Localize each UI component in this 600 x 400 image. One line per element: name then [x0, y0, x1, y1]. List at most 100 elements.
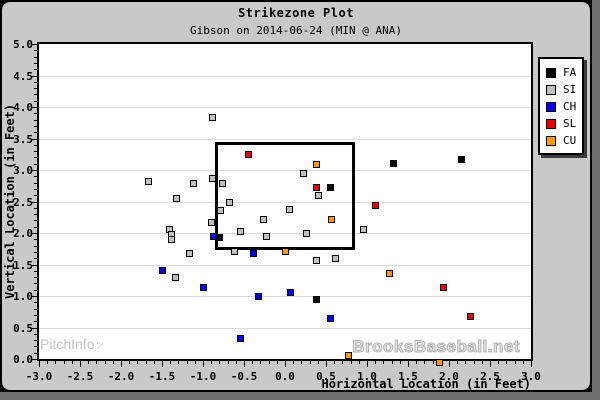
y-axis-tick-label: 0.0 — [13, 353, 33, 366]
data-point-SL — [244, 151, 252, 159]
y-axis-tick — [34, 220, 37, 222]
data-point-FA — [215, 233, 223, 241]
data-point-FA — [327, 183, 335, 191]
gridline — [39, 170, 531, 171]
x-axis-tick-label: -2.0 — [107, 370, 135, 383]
x-axis-tick — [104, 361, 106, 364]
chart-panel: Strikezone Plot Gibson on 2014-06-24 (MI… — [0, 0, 592, 392]
data-point-CU — [345, 352, 353, 360]
gridline — [39, 138, 531, 140]
gridline — [39, 264, 531, 266]
x-axis-tick — [522, 361, 524, 364]
y-axis-tick-label: 5.0 — [13, 38, 33, 51]
y-axis-tick — [34, 144, 37, 146]
data-point-FA — [389, 160, 397, 168]
data-point-SI — [332, 254, 340, 262]
y-axis-tick — [31, 75, 37, 77]
y-axis-tick — [34, 100, 37, 102]
data-point-CU — [328, 215, 336, 223]
data-point-CH — [255, 292, 263, 300]
x-axis-tick — [317, 361, 319, 364]
data-point-SI — [208, 114, 216, 122]
data-point-FA — [313, 296, 321, 304]
data-point-SI — [208, 175, 216, 183]
x-axis-tick — [276, 361, 278, 364]
x-axis-tick — [194, 361, 196, 364]
x-axis-tick — [211, 361, 213, 364]
x-axis-tick — [96, 361, 98, 364]
y-axis-tick — [34, 245, 37, 247]
x-axis-tick — [326, 361, 327, 367]
y-axis-tick — [34, 207, 37, 209]
x-axis-tick-label: 1.5 — [398, 370, 418, 383]
x-axis-tick — [63, 361, 65, 364]
x-axis-tick — [506, 361, 508, 364]
y-axis-tick — [34, 314, 37, 316]
data-point-SL — [466, 312, 474, 320]
legend-label: CH — [563, 100, 577, 113]
data-point-SI — [145, 178, 153, 186]
watermark-pitchinfo: PitchInfo″⁄ — [40, 336, 103, 352]
x-axis-tick — [424, 361, 426, 364]
y-axis-tick — [34, 340, 37, 342]
x-axis-tick-label: 0.0 — [275, 370, 295, 383]
x-axis-tick — [260, 361, 262, 364]
page-background-right — [592, 0, 600, 400]
x-axis-tick — [178, 361, 180, 364]
y-axis-tick — [34, 132, 37, 134]
x-axis-tick — [129, 361, 131, 364]
y-axis-tick — [34, 188, 37, 190]
data-point-SI — [237, 227, 245, 235]
y-axis-tick — [34, 214, 37, 216]
y-axis-tick — [34, 88, 37, 90]
y-axis-tick — [34, 239, 37, 241]
x-axis-tick — [145, 361, 147, 364]
x-axis-tick-label: 2.0 — [439, 370, 459, 383]
data-point-CH — [250, 250, 258, 258]
x-axis-tick — [47, 361, 49, 364]
x-axis-tick — [244, 361, 245, 367]
data-point-FA — [457, 155, 465, 163]
y-axis-title: Vertical Location (in Feet) — [3, 103, 17, 300]
data-point-SI — [189, 179, 197, 187]
gridline — [39, 296, 531, 297]
data-point-SI — [315, 192, 323, 200]
x-axis-tick — [383, 361, 385, 364]
x-axis-tick — [235, 361, 237, 364]
gridline — [39, 75, 531, 77]
data-point-SI — [186, 249, 194, 257]
chart-title: Strikezone Plot — [238, 6, 354, 20]
y-axis-tick-label: 1.5 — [13, 258, 33, 272]
x-axis-tick-label: 3.0 — [521, 370, 541, 383]
x-axis-tick — [227, 361, 229, 364]
x-axis-tick — [219, 361, 221, 364]
y-axis-tick — [34, 157, 37, 159]
data-point-SL — [371, 201, 379, 209]
data-point-SI — [207, 219, 215, 227]
x-axis-tick — [342, 361, 344, 364]
x-axis-tick — [80, 361, 81, 367]
x-axis-tick-label: -1.5 — [148, 370, 176, 383]
watermark-pitchinfo-text: PitchInfo — [40, 336, 95, 352]
y-axis-tick — [31, 264, 37, 266]
y-axis-tick-label: 2.0 — [13, 227, 33, 240]
x-axis-tick — [473, 361, 475, 364]
y-axis-tick — [34, 176, 37, 178]
x-axis-tick — [268, 361, 270, 364]
y-axis-tick — [31, 107, 37, 108]
x-axis-tick-label: 2.5 — [480, 370, 500, 383]
legend-item-SI: SI — [540, 81, 582, 98]
y-axis-tick — [34, 321, 37, 323]
x-axis-tick — [170, 361, 172, 364]
x-axis-tick — [391, 361, 393, 364]
y-axis-tick — [34, 258, 37, 260]
y-axis-tick — [34, 151, 37, 153]
legend-item-CU: CU — [540, 132, 582, 149]
x-axis-tick — [153, 361, 155, 364]
gridline — [39, 233, 531, 234]
legend-item-CH: CH — [540, 98, 582, 115]
data-point-SI — [168, 236, 176, 244]
y-axis-tick — [31, 296, 37, 297]
legend-label: FA — [563, 66, 577, 79]
legend-swatch-SI — [546, 84, 556, 95]
